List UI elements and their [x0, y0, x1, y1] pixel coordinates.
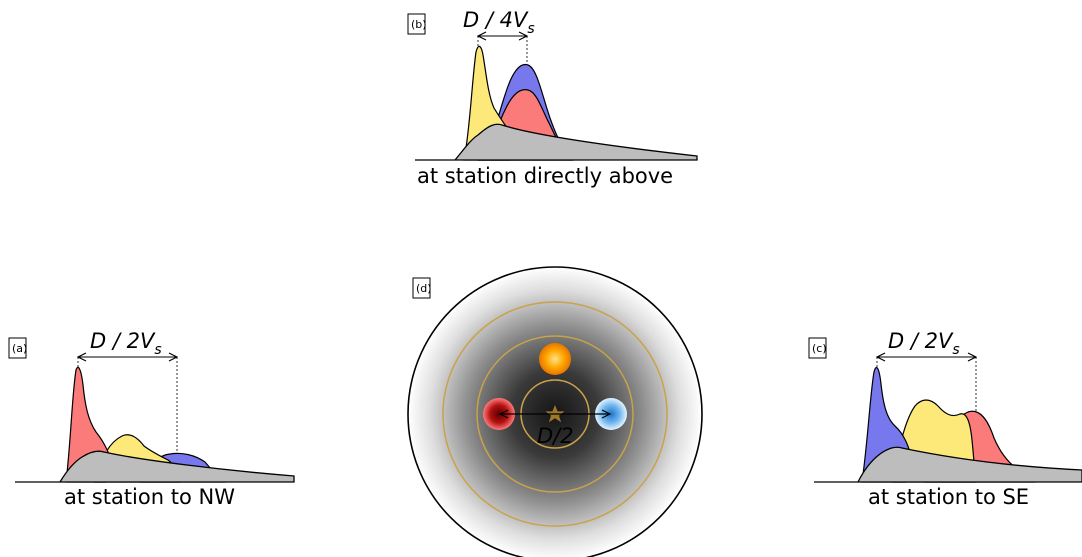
panel-b-tag: (b)	[411, 18, 427, 31]
panel-a-lag-label: D / 2Vs	[90, 329, 162, 358]
panel-a-caption: at station to NW	[64, 485, 235, 509]
panel-a-gray-base	[15, 450, 295, 483]
orange-source-icon	[539, 343, 571, 375]
panel-b-lag-label: D / 4Vs	[463, 8, 535, 37]
panel-a-tag-box	[8, 337, 27, 359]
panel-d: D/2 (d)	[407, 266, 703, 557]
ring-middle	[476, 335, 634, 493]
ring-outer	[442, 301, 668, 527]
panel-d-tag: (d)	[416, 282, 432, 295]
panel-b-tag-box	[407, 13, 426, 35]
panel-c: (c) D / 2Vs	[808, 329, 1082, 483]
panel-c-lag-label: D / 2Vs	[888, 329, 960, 358]
panel-c-tag: (c)	[812, 342, 827, 355]
distance-label: D/2	[537, 424, 574, 448]
panel-d-tag-box	[412, 277, 431, 299]
blue-source-icon	[595, 398, 627, 430]
panel-b-gray-base	[415, 123, 698, 161]
panel-c-caption: at station to SE	[868, 485, 1029, 509]
panel-c-tag-box	[808, 337, 827, 359]
panel-c-gray-base	[814, 446, 1082, 483]
panel-b: (b) D / 4Vs	[407, 8, 698, 161]
panel-a-tag: (a)	[12, 342, 27, 355]
panel-b-caption: at station directly above	[417, 164, 673, 188]
panel-a: (a) D / 2Vs	[8, 329, 295, 483]
